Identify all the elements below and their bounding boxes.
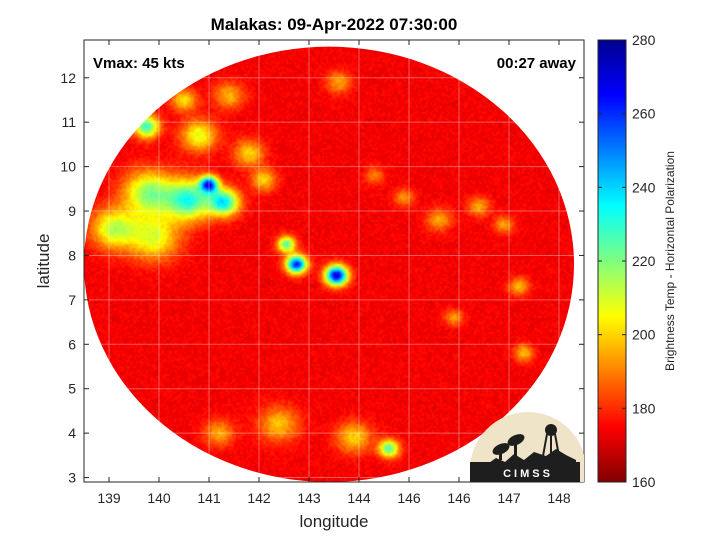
axes-box (83, 39, 585, 483)
y-tick-label: 8 (68, 247, 76, 263)
colorbar-ticks: 160 180 200 220 240 260 280 (598, 32, 656, 490)
heatmap (84, 46, 574, 482)
vmax-annotation: Vmax: 45 kts (93, 55, 185, 72)
y-tick-label: 11 (61, 114, 76, 130)
y-tick-label: 3 (68, 470, 76, 486)
y-axis: 3 4 5 6 7 8 9 10 11 12 (60, 70, 584, 486)
x-tick-label: 140 (147, 490, 171, 506)
colorbar-tick-label: 260 (632, 106, 656, 122)
y-tick-label: 7 (68, 292, 76, 308)
colorbar-tick-label: 160 (632, 474, 656, 490)
logo-text: CIMSS (503, 468, 553, 480)
grid (84, 40, 584, 482)
y-tick-label: 6 (68, 336, 76, 352)
colorbar-tick-label: 280 (632, 32, 656, 48)
y-axis-label: latitude (34, 234, 53, 289)
x-tick-label: 141 (197, 490, 221, 506)
y-tick-label: 4 (68, 425, 76, 441)
x-tick-label: 144 (347, 490, 371, 506)
colorbar-tick-label: 180 (632, 400, 656, 416)
x-tick-label: 146 (447, 490, 471, 506)
colorbar (597, 39, 627, 483)
y-tick-label: 5 (68, 381, 76, 397)
x-tick-label: 146 (397, 490, 421, 506)
y-tick-label: 9 (68, 203, 76, 219)
x-tick-label: 143 (297, 490, 321, 506)
x-tick-label: 148 (547, 490, 571, 506)
colorbar-tick-label: 220 (632, 253, 656, 269)
x-tick-label: 147 (497, 490, 521, 506)
plot-area (84, 40, 584, 482)
logo-silhouette (470, 424, 580, 482)
colorbar-tick-label: 200 (632, 327, 656, 343)
x-axis: 139 140 141 142 143 144 146 146 147 148 (97, 40, 571, 506)
x-tick-label: 142 (247, 490, 271, 506)
x-axis-label: longitude (299, 512, 368, 531)
time-offset-annotation: 00:27 away (497, 55, 577, 72)
y-tick-label: 10 (60, 159, 76, 175)
x-tick-label: 139 (97, 490, 121, 506)
colorbar-label: Brightness Temp - Horizontal Polarizatio… (663, 151, 677, 371)
y-tick-label: 12 (60, 70, 76, 86)
colorbar-tick-label: 240 (632, 179, 656, 195)
cimss-logo: CIMSS (470, 412, 584, 482)
chart-title: Malakas: 09-Apr-2022 07:30:00 (211, 15, 458, 34)
